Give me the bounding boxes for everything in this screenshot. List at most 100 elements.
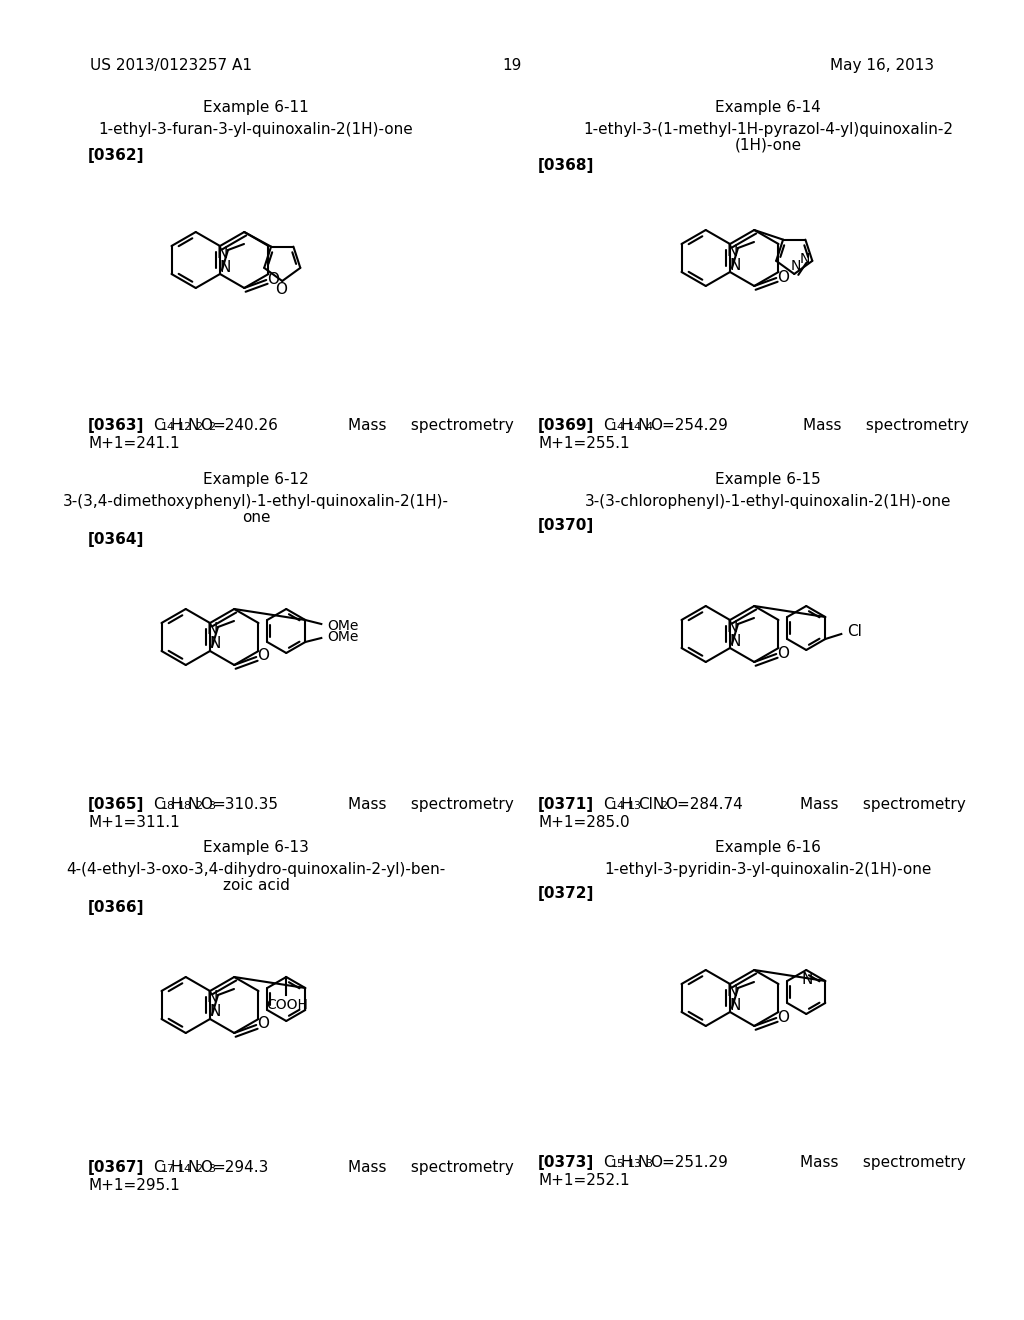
Text: 3: 3 <box>208 801 215 810</box>
Text: 1-ethyl-3-pyridin-3-yl-quinoxalin-2(1H)-one: 1-ethyl-3-pyridin-3-yl-quinoxalin-2(1H)-… <box>604 862 932 876</box>
Text: [0364]: [0364] <box>88 532 144 546</box>
Text: 3-(3-chlorophenyl)-1-ethyl-quinoxalin-2(1H)-one: 3-(3-chlorophenyl)-1-ethyl-quinoxalin-2(… <box>585 494 951 510</box>
Text: one: one <box>242 510 270 525</box>
Text: N: N <box>726 619 737 635</box>
Text: 14: 14 <box>610 422 625 432</box>
Text: [0365]: [0365] <box>88 797 144 812</box>
Text: 13: 13 <box>628 801 642 810</box>
Text: [0373]: [0373] <box>538 1155 594 1170</box>
Text: C: C <box>603 797 613 812</box>
Text: [0368]: [0368] <box>538 158 594 173</box>
Text: =294.3: =294.3 <box>213 1160 269 1175</box>
Text: N: N <box>792 259 802 273</box>
Text: zoic acid: zoic acid <box>222 878 290 894</box>
Text: =310.35: =310.35 <box>213 797 279 812</box>
Text: =240.26: =240.26 <box>213 418 279 433</box>
Text: Mass     spectrometry: Mass spectrometry <box>348 1160 514 1175</box>
Text: O: O <box>777 269 790 285</box>
Text: May 16, 2013: May 16, 2013 <box>829 58 934 73</box>
Text: N: N <box>187 418 200 433</box>
Text: 13: 13 <box>628 1159 642 1170</box>
Text: N: N <box>638 418 649 433</box>
Text: 4-(4-ethyl-3-oxo-3,4-dihydro-quinoxalin-2-yl)-ben-: 4-(4-ethyl-3-oxo-3,4-dihydro-quinoxalin-… <box>67 862 445 876</box>
Text: H: H <box>621 418 632 433</box>
Text: 2: 2 <box>208 422 215 432</box>
Text: N: N <box>802 973 813 987</box>
Text: O: O <box>257 1016 269 1031</box>
Text: O=251.29: O=251.29 <box>650 1155 728 1170</box>
Text: Mass     spectrometry: Mass spectrometry <box>348 797 514 812</box>
Text: O: O <box>275 281 288 297</box>
Text: N: N <box>187 797 200 812</box>
Text: N: N <box>726 983 737 998</box>
Text: Example 6-11: Example 6-11 <box>203 100 309 115</box>
Text: O=254.29: O=254.29 <box>650 418 728 433</box>
Text: O: O <box>257 648 269 664</box>
Text: [0367]: [0367] <box>88 1160 144 1175</box>
Text: Example 6-15: Example 6-15 <box>715 473 821 487</box>
Text: H: H <box>170 418 182 433</box>
Text: Mass     spectrometry: Mass spectrometry <box>800 797 966 812</box>
Text: US 2013/0123257 A1: US 2013/0123257 A1 <box>90 58 252 73</box>
Text: Mass     spectrometry: Mass spectrometry <box>800 1155 966 1170</box>
Text: N: N <box>209 1005 221 1019</box>
Text: N: N <box>726 243 737 259</box>
Text: Example 6-16: Example 6-16 <box>715 840 821 855</box>
Text: O: O <box>777 645 790 660</box>
Text: C: C <box>603 1155 613 1170</box>
Text: 3: 3 <box>645 1159 652 1170</box>
Text: Example 6-14: Example 6-14 <box>715 100 821 115</box>
Text: 1-ethyl-3-(1-methyl-1H-pyrazol-4-yl)quinoxalin-2: 1-ethyl-3-(1-methyl-1H-pyrazol-4-yl)quin… <box>583 121 953 137</box>
Text: 2: 2 <box>660 801 668 810</box>
Text: N: N <box>216 246 227 260</box>
Text: 12: 12 <box>178 422 193 432</box>
Text: N: N <box>209 636 221 652</box>
Text: 17: 17 <box>161 1164 175 1173</box>
Text: N: N <box>638 1155 649 1170</box>
Text: O: O <box>201 797 212 812</box>
Text: 2: 2 <box>196 1164 203 1173</box>
Text: 2: 2 <box>196 801 203 810</box>
Text: N: N <box>206 990 218 1006</box>
Text: N: N <box>729 257 740 272</box>
Text: 14: 14 <box>178 1164 193 1173</box>
Text: M+1=252.1: M+1=252.1 <box>538 1173 630 1188</box>
Text: M+1=241.1: M+1=241.1 <box>88 436 179 451</box>
Text: Mass     spectrometry: Mass spectrometry <box>348 418 514 433</box>
Text: [0362]: [0362] <box>88 148 144 162</box>
Text: 19: 19 <box>503 58 521 73</box>
Text: N: N <box>187 1160 200 1175</box>
Text: N: N <box>206 623 218 638</box>
Text: [0371]: [0371] <box>538 797 594 812</box>
Text: O=284.74: O=284.74 <box>666 797 743 812</box>
Text: H: H <box>170 797 182 812</box>
Text: (1H)-one: (1H)-one <box>734 139 802 153</box>
Text: C: C <box>153 797 164 812</box>
Text: M+1=285.0: M+1=285.0 <box>538 814 630 830</box>
Text: N: N <box>729 998 740 1012</box>
Text: C: C <box>153 418 164 433</box>
Text: [0369]: [0369] <box>538 418 594 433</box>
Text: 3: 3 <box>208 1164 215 1173</box>
Text: [0366]: [0366] <box>88 900 144 915</box>
Text: Cl: Cl <box>847 624 862 639</box>
Text: ClN: ClN <box>638 797 664 812</box>
Text: Example 6-13: Example 6-13 <box>203 840 309 855</box>
Text: C: C <box>153 1160 164 1175</box>
Text: 4: 4 <box>645 422 652 432</box>
Text: H: H <box>621 1155 632 1170</box>
Text: C: C <box>603 418 613 433</box>
Text: 18: 18 <box>161 801 175 810</box>
Text: [0363]: [0363] <box>88 418 144 433</box>
Text: OMe: OMe <box>328 619 358 634</box>
Text: M+1=295.1: M+1=295.1 <box>88 1177 180 1193</box>
Text: 14: 14 <box>628 422 642 432</box>
Text: O: O <box>777 1010 790 1024</box>
Text: M+1=255.1: M+1=255.1 <box>538 436 630 451</box>
Text: Mass     spectrometry: Mass spectrometry <box>803 418 969 433</box>
Text: 18: 18 <box>178 801 193 810</box>
Text: 1-ethyl-3-furan-3-yl-quinoxalin-2(1H)-one: 1-ethyl-3-furan-3-yl-quinoxalin-2(1H)-on… <box>98 121 414 137</box>
Text: [0372]: [0372] <box>538 886 594 902</box>
Text: [0370]: [0370] <box>538 517 594 533</box>
Text: H: H <box>621 797 632 812</box>
